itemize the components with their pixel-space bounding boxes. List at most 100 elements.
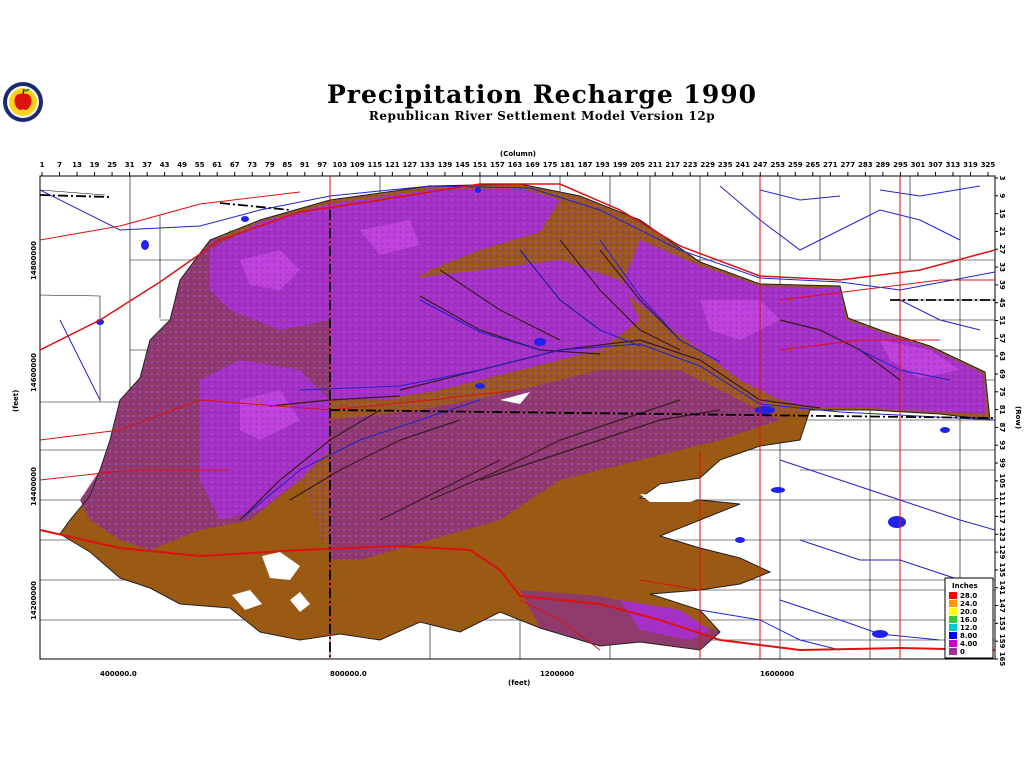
row-tick-label: 75: [998, 387, 1006, 397]
row-tick-label: 69: [998, 369, 1006, 379]
legend-label: 4.00: [960, 640, 977, 648]
page-title: Precipitation Recharge 1990: [326, 80, 758, 109]
column-tick-label: 25: [107, 161, 117, 169]
column-tick-label: 259: [788, 161, 803, 169]
row-tick-label: 159: [998, 634, 1006, 649]
column-tick-label: 157: [490, 161, 505, 169]
legend-label: 20.0: [960, 608, 977, 616]
column-tick-label: 283: [858, 161, 873, 169]
row-tick-label: 147: [998, 598, 1006, 613]
column-tick-label: 325: [981, 161, 996, 169]
column-ticks: 1 7 13 19 25 31 37 43 49 55 61 67 73 79 85 91 97 103 109 11…: [40, 161, 996, 169]
column-tick-label: 295: [893, 161, 908, 169]
column-tick-label: 301: [911, 161, 926, 169]
apple-seal-icon: [3, 82, 43, 122]
column-tick-label: 151: [473, 161, 488, 169]
column-tick-label: 49: [177, 161, 187, 169]
column-tick-label: 67: [230, 161, 240, 169]
row-tick-label: 39: [998, 280, 1006, 290]
column-tick-label: 103: [333, 161, 348, 169]
column-tick-label: 193: [595, 161, 610, 169]
row-tick-label: 111: [998, 491, 1006, 506]
column-tick-label: 241: [735, 161, 750, 169]
y-tick-label: 14600000: [30, 353, 38, 392]
row-tick-label: 165: [998, 652, 1006, 667]
column-tick-label: 175: [543, 161, 558, 169]
legend-title: Inches: [952, 582, 978, 590]
row-tick-label: 129: [998, 545, 1006, 560]
state-boundaries: [40, 194, 995, 659]
legend-swatch: [949, 648, 957, 655]
column-tick-label: 31: [125, 161, 135, 169]
no-data-cells: [232, 392, 700, 612]
x-tick-label: 1200000: [540, 670, 574, 678]
row-tick-label: 123: [998, 527, 1006, 542]
column-tick-label: 13: [72, 161, 82, 169]
column-tick-label: 91: [300, 161, 310, 169]
column-tick-label: 61: [212, 161, 222, 169]
legend-swatch: [949, 624, 957, 631]
legend-label: 8.00: [960, 632, 977, 640]
x-tick-label: 800000.0: [330, 670, 367, 678]
legend-swatch: [949, 616, 957, 623]
legend-label: 28.0: [960, 592, 977, 600]
legend-swatch: [949, 608, 957, 615]
row-tick-label: 87: [998, 423, 1006, 433]
column-tick-label: 79: [265, 161, 275, 169]
column-tick-label: 145: [455, 161, 470, 169]
column-tick-label: 313: [946, 161, 961, 169]
row-tick-label: 3: [998, 176, 1006, 181]
row-tick-label: 135: [998, 563, 1006, 578]
column-tick-label: 181: [560, 161, 575, 169]
row-tick-label: 105: [998, 474, 1006, 489]
column-tick-label: 163: [508, 161, 523, 169]
y-tick-label: 14800000: [30, 241, 38, 280]
row-tick-label: 81: [998, 405, 1006, 415]
column-tick-label: 97: [317, 161, 327, 169]
column-tick-label: 217: [665, 161, 680, 169]
column-tick-label: 121: [385, 161, 400, 169]
column-tick-label: 229: [700, 161, 715, 169]
column-tick-label: 205: [630, 161, 645, 169]
row-tick-label: 15: [998, 209, 1006, 219]
column-tick-label: 265: [806, 161, 821, 169]
legend-label: 0: [960, 648, 965, 656]
legend-swatch: [949, 600, 957, 607]
column-tick-label: 247: [753, 161, 768, 169]
legend-swatch: [949, 640, 957, 647]
legend-label: 16.0: [960, 616, 977, 624]
row-tick-label: 117: [998, 509, 1006, 524]
page-subtitle: Republican River Settlement Model Versio…: [368, 109, 716, 123]
logo-seal: [2, 81, 44, 123]
row-tick-label: 21: [998, 227, 1006, 237]
column-tick-label: 319: [963, 161, 978, 169]
column-tick-label: 187: [578, 161, 593, 169]
column-tick-label: 85: [282, 161, 292, 169]
legend-label: 12.0: [960, 624, 977, 632]
x-tick-label: 400000.0: [100, 670, 137, 678]
column-tick-label: 253: [770, 161, 785, 169]
column-tick-label: 1: [40, 161, 45, 169]
row-tick-label: 141: [998, 580, 1006, 595]
column-tick-label: 199: [613, 161, 628, 169]
row-tick-label: 63: [998, 351, 1006, 361]
column-tick-label: 169: [525, 161, 540, 169]
column-tick-label: 109: [350, 161, 365, 169]
legend-label: 24.0: [960, 600, 977, 608]
x-axis-label: (feet): [508, 679, 531, 687]
row-ticks: 3915212733394551576369758187939910511111…: [998, 176, 1006, 667]
column-tick-label: 271: [823, 161, 838, 169]
column-tick-label: 127: [403, 161, 418, 169]
column-tick-label: 55: [195, 161, 205, 169]
legend-swatch: [949, 592, 957, 599]
y-tick-label: 14400000: [30, 467, 38, 506]
y-ticks: 14800000 14600000 14400000 14200000: [30, 241, 38, 620]
column-tick-label: 235: [718, 161, 733, 169]
x-ticks: 400000.0 800000.0 1200000 1600000: [100, 670, 794, 678]
model-boundary: [59, 183, 991, 651]
column-tick-label: 19: [90, 161, 100, 169]
legend-swatch: [949, 632, 957, 639]
column-tick-label: 133: [420, 161, 435, 169]
row-tick-label: 153: [998, 616, 1006, 631]
row-tick-label: 51: [998, 316, 1006, 326]
